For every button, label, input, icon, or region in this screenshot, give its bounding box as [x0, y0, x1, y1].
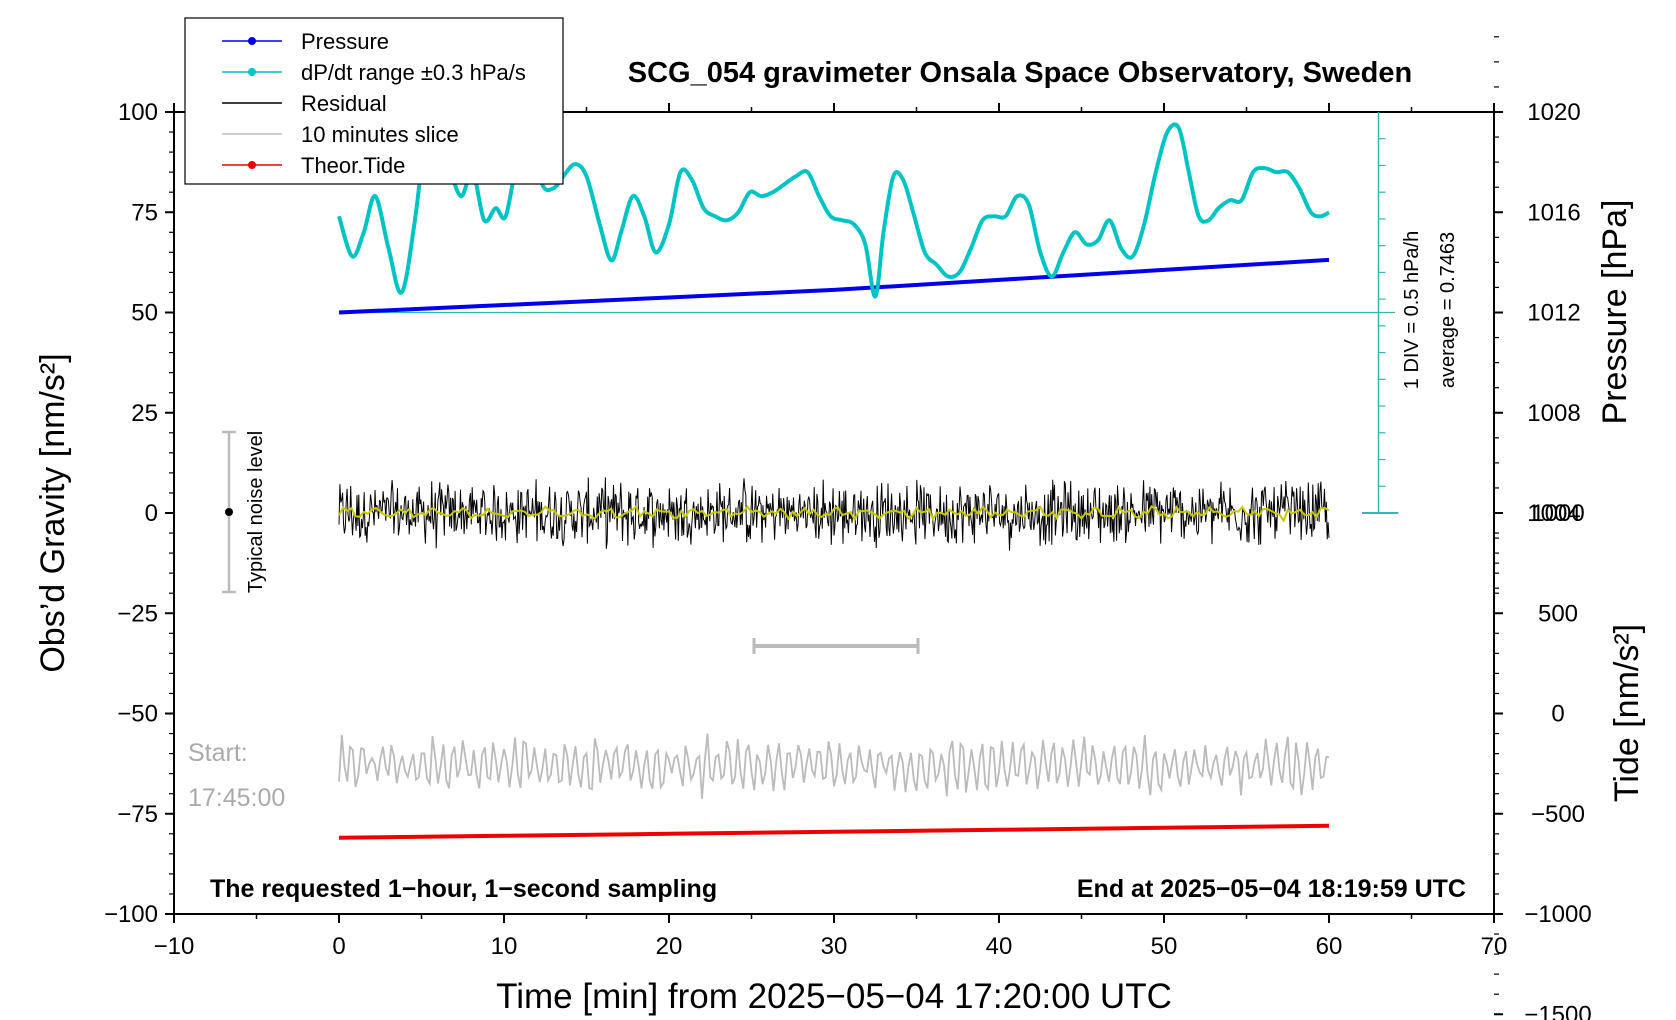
series-residual: [338, 477, 1330, 551]
y-tick-label: −75: [117, 801, 158, 828]
tide-tick-label: −1000: [1524, 901, 1591, 928]
x-tick-label: 30: [821, 933, 848, 960]
series-pressure: [338, 257, 1330, 315]
y-axis-ticks: 100 75 50 25 0 −25 −50 −75 −100: [104, 99, 174, 928]
series-dpdt: [337, 96, 1330, 299]
requested-sampling-label: The requested 1−hour, 1−second sampling: [210, 875, 717, 903]
x-tick-label: 60: [1316, 933, 1343, 960]
x-tick-label: 50: [1151, 933, 1178, 960]
y-tick-label: −100: [104, 901, 158, 928]
end-time-label: End at 2025−05−04 18:19:59 UTC: [1077, 875, 1466, 903]
y-axis-label-pressure: Pressure [hPa]: [1596, 200, 1634, 425]
legend-marker: [248, 37, 256, 45]
pressure-tick-label: 1016: [1527, 199, 1580, 226]
y-tick-label: −25: [117, 600, 158, 627]
legend: Pressure dP/dt range ±0.3 hPa/s Residual 10…: [184, 17, 564, 185]
noise-level-label: Typical noise level: [245, 431, 267, 593]
pressure-tick-label: 1012: [1527, 300, 1580, 327]
x-tick-label: 40: [986, 933, 1013, 960]
pressure-tick-label: 1004: [1527, 500, 1580, 527]
y-axis-label-tide: Tide [nm/s²]: [1608, 624, 1646, 802]
chart-title: SCG_054 gravimeter Onsala Space Observat…: [628, 57, 1412, 89]
legend-entries: Pressure dP/dt range ±0.3 hPa/s Residual 10…: [222, 29, 526, 178]
dpdt-scale-axis: [339, 112, 1399, 514]
legend-label: Pressure: [301, 29, 389, 54]
y-axis-label-left: Obs’d Gravity [nm/s²]: [34, 353, 72, 672]
x-tick-label: 70: [1481, 933, 1508, 960]
legend-marker: [248, 68, 256, 76]
residual-smooth-line: [338, 504, 1330, 523]
div-label: 1 DIV = 0.5 hPa/h: [1401, 231, 1423, 389]
tide-tick-label: 500: [1538, 600, 1578, 627]
dpdt-line: [337, 96, 1330, 299]
average-label: average = 0.7463: [1437, 232, 1459, 388]
tide-axis-ticks: 1000 500 0 −500 −1000 −1500: [1494, 500, 1592, 1020]
tide-tick-label: 0: [1551, 701, 1564, 728]
x-tick-label: 10: [491, 933, 518, 960]
legend-label: 10 minutes slice: [301, 122, 459, 147]
tide-tick-label: 1000: [1531, 500, 1584, 527]
tide-tick-label: −1500: [1524, 1001, 1591, 1020]
x-axis-label: Time [min] from 2025−05−04 17:20:00 UTC: [496, 977, 1172, 1016]
slice-bracket: [752, 638, 920, 654]
series-theor-tide: [338, 823, 1330, 840]
legend-label: Theor.Tide: [301, 153, 405, 178]
legend-marker: [248, 161, 256, 169]
pressure-axis-ticks: 1020 1016 1012 1008 1004: [1494, 36, 1581, 589]
start-label: Start:: [188, 739, 248, 767]
residual-line: [338, 477, 1330, 551]
start-time-label: 17:45:00: [188, 784, 285, 812]
slice-line: [338, 733, 1330, 799]
legend-label: dP/dt range ±0.3 hPa/s: [301, 60, 526, 85]
legend-label: Residual: [301, 91, 387, 116]
pressure-tick-label: 1008: [1527, 400, 1580, 427]
noise-level-indicator: [222, 430, 236, 594]
tide-tick-label: −500: [1531, 801, 1585, 828]
x-tick-label: 0: [332, 933, 345, 960]
pressure-line: [338, 257, 1330, 315]
pressure-tick-label: 1020: [1527, 99, 1580, 126]
series-10-minutes-slice: [338, 733, 1330, 799]
y-tick-label: 25: [131, 400, 158, 427]
y-tick-label: 50: [131, 300, 158, 327]
x-tick-label: −10: [154, 933, 195, 960]
tide-line: [338, 823, 1330, 840]
legend-box: [184, 17, 564, 185]
y-tick-label: 0: [145, 500, 158, 527]
y-tick-label: 100: [118, 99, 158, 126]
y-tick-label: −50: [117, 701, 158, 728]
x-axis-ticks: −10 0 10 20 30 40 50 60 70: [154, 103, 1508, 960]
x-tick-label: 20: [656, 933, 683, 960]
y-tick-label: 75: [131, 199, 158, 226]
